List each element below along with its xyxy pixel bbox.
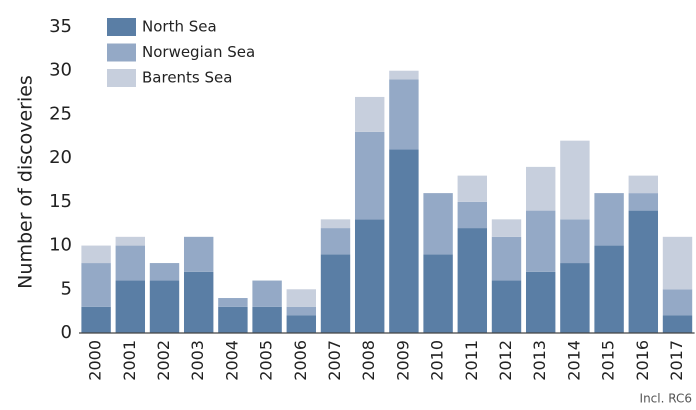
bar-segment bbox=[525, 166, 556, 211]
x-tick-label: 2001 bbox=[120, 340, 139, 381]
bar-segment bbox=[286, 306, 317, 316]
x-tick-label: 2006 bbox=[291, 340, 310, 381]
bar-segment bbox=[115, 280, 146, 333]
bar-segment bbox=[457, 175, 488, 202]
y-tick-label: 10 bbox=[49, 235, 72, 256]
x-tick-label: 2000 bbox=[86, 340, 105, 381]
x-tick-label: 2004 bbox=[222, 340, 241, 381]
bar-segment bbox=[320, 228, 351, 255]
x-tick-label: 2013 bbox=[530, 340, 549, 381]
bar-segment bbox=[662, 289, 693, 316]
y-tick-label: 25 bbox=[49, 103, 72, 124]
legend-swatch bbox=[107, 69, 136, 87]
bar-segment bbox=[457, 201, 488, 229]
y-tick-label: 15 bbox=[49, 191, 72, 212]
legend-swatch bbox=[107, 18, 136, 36]
x-tick-label: 2014 bbox=[564, 340, 583, 381]
bar-segment bbox=[81, 306, 111, 333]
y-tick-label: 20 bbox=[49, 147, 72, 168]
bar-segment bbox=[81, 263, 111, 307]
bar-segment bbox=[149, 263, 180, 281]
bar-segment bbox=[286, 315, 317, 333]
bar-segment bbox=[252, 306, 282, 333]
bar-segment bbox=[594, 193, 624, 246]
bar-segment bbox=[457, 228, 488, 333]
bar-segment bbox=[628, 175, 659, 194]
y-tick-label: 0 bbox=[61, 322, 72, 343]
y-tick-label: 30 bbox=[49, 60, 72, 81]
legend-swatch bbox=[107, 43, 136, 62]
bar-segment bbox=[115, 236, 146, 246]
bar-segment bbox=[183, 271, 214, 333]
bar-segment bbox=[320, 219, 351, 229]
x-tick-label: 2010 bbox=[428, 340, 447, 381]
bar-segment bbox=[149, 280, 180, 333]
bar-segment bbox=[423, 193, 453, 255]
x-tick-label: 2009 bbox=[393, 340, 412, 381]
bar-segment bbox=[491, 236, 522, 281]
legend-label: Barents Sea bbox=[142, 69, 232, 87]
bar-segment bbox=[218, 306, 248, 333]
y-tick-label: 35 bbox=[49, 16, 72, 37]
bar-segment bbox=[525, 271, 556, 333]
bar-segment bbox=[115, 245, 146, 281]
x-tick-label: 2008 bbox=[359, 340, 378, 381]
x-tick-label: 2015 bbox=[599, 340, 618, 381]
bar-segment bbox=[560, 263, 590, 333]
y-tick-label: 5 bbox=[61, 278, 72, 299]
bar-segment bbox=[491, 280, 522, 333]
bar-segment bbox=[320, 254, 351, 333]
bar-segment bbox=[218, 298, 248, 307]
bar-segment bbox=[81, 245, 111, 264]
bar-segment bbox=[389, 149, 419, 333]
x-tick-label: 2017 bbox=[667, 340, 686, 381]
bar-segment bbox=[286, 289, 317, 307]
bar-segment bbox=[628, 193, 659, 211]
bar-segment bbox=[491, 219, 522, 237]
legend-label: North Sea bbox=[142, 18, 217, 36]
bar-segment bbox=[389, 79, 419, 150]
bar-segment bbox=[423, 254, 453, 333]
x-tick-label: 2012 bbox=[496, 340, 515, 381]
x-tick-label: 2003 bbox=[188, 340, 207, 381]
bar-segment bbox=[628, 210, 659, 333]
bar-segment bbox=[389, 70, 419, 80]
bar-segment bbox=[594, 245, 624, 333]
x-tick-label: 2011 bbox=[462, 340, 481, 381]
x-tick-label: 2007 bbox=[325, 340, 344, 381]
bar-segment bbox=[354, 96, 385, 132]
bar-segment bbox=[560, 219, 590, 264]
bar-segment bbox=[183, 236, 214, 272]
legend-label: Norwegian Sea bbox=[142, 43, 255, 61]
note: Incl. RC6 bbox=[640, 392, 692, 406]
bar-segment bbox=[560, 140, 590, 220]
x-tick-label: 2005 bbox=[257, 340, 276, 381]
y-axis-label: Number of discoveries bbox=[15, 75, 37, 289]
bar-segment bbox=[525, 210, 556, 272]
bar-segment bbox=[662, 315, 693, 333]
bar-segment bbox=[354, 131, 385, 220]
x-tick-label: 2002 bbox=[154, 340, 173, 381]
bar-segment bbox=[354, 219, 385, 333]
bar-segment bbox=[662, 236, 693, 290]
bar-segment bbox=[252, 280, 282, 307]
x-tick-label: 2016 bbox=[633, 340, 652, 381]
